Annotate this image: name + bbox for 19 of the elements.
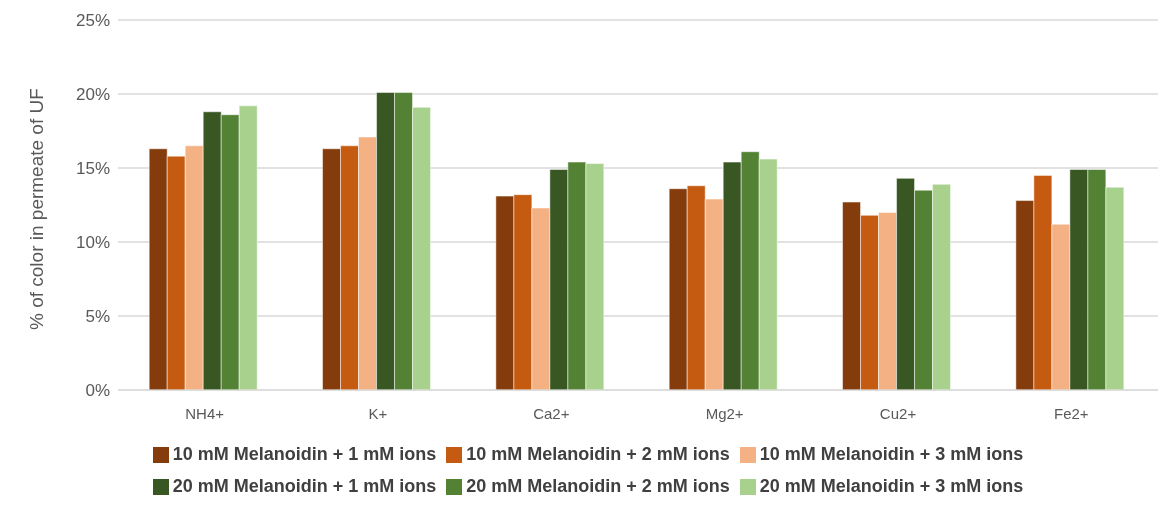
y-tick-label: 20%: [75, 85, 110, 105]
x-tick-label: Cu2+: [879, 404, 917, 422]
x-tick-label: Mg2+: [705, 404, 744, 422]
legend-label: 20 mM Melanoidin + 2 mM ions: [466, 476, 730, 496]
x-tick-label: NH4+: [185, 404, 225, 422]
x-tick-label: Ca2+: [533, 404, 570, 422]
legend-label: 10 mM Melanoidin + 1 mM ions: [172, 444, 437, 464]
legend-label: 20 mM Melanoidin + 3 mM ions: [759, 476, 1024, 496]
x-tick-label: Fe2+: [1054, 404, 1089, 422]
y-tick-label: 25%: [75, 11, 110, 31]
y-axis-title: % of color in permeate of UF: [25, 88, 47, 330]
y-tick-label: 5%: [85, 307, 110, 327]
legend-label: 20 mM Melanoidin + 1 mM ions: [172, 476, 437, 496]
legend-label: 10 mM Melanoidin + 3 mM ions: [759, 444, 1024, 464]
legend-label: 10 mM Melanoidin + 2 mM ions: [466, 444, 730, 464]
x-tick-label: K+: [368, 404, 388, 422]
y-tick-label: 15%: [75, 159, 110, 179]
y-tick-label: 10%: [75, 233, 110, 253]
y-tick-label: 0%: [85, 381, 110, 401]
